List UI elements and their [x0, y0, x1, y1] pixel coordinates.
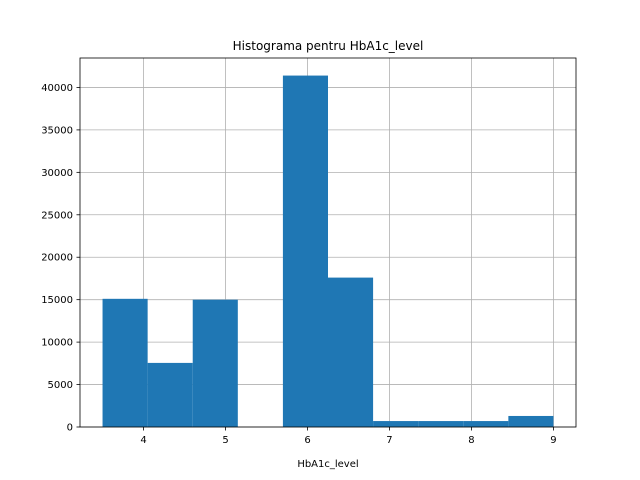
chart-title: Histograma pentru HbA1c_level [233, 39, 424, 53]
x-tick-label: 7 [386, 435, 392, 446]
histogram-bar [463, 421, 509, 427]
x-tick-label: 5 [222, 435, 228, 446]
histogram-bar [418, 421, 464, 427]
axis-ticks: 4 5 6 7 8 9 0 5000 10000 15000 20000 25000 30000 3500… [41, 83, 556, 446]
y-tick-label: 20000 [41, 253, 73, 264]
plot-frame [79, 57, 577, 428]
x-axis-label: HbA1c_level [297, 459, 358, 470]
histogram-bar [102, 298, 148, 427]
histogram-bar [508, 415, 554, 427]
y-tick-label: 35000 [41, 125, 73, 136]
x-tick-label: 4 [140, 435, 146, 446]
y-tick-label: 15000 [41, 295, 73, 306]
y-tick-label: 5000 [48, 380, 73, 391]
y-tick-label: 40000 [41, 83, 73, 94]
histogram-bar [147, 362, 193, 427]
y-tick-label: 30000 [41, 168, 73, 179]
histogram-bar [373, 421, 419, 427]
y-tick-label: 25000 [41, 210, 73, 221]
histogram-bar [282, 75, 328, 428]
x-tick-label: 6 [304, 435, 310, 446]
y-tick-label: 10000 [41, 338, 73, 349]
histogram-bar [192, 299, 238, 427]
histogram-bar [328, 277, 374, 427]
histogram-bars [102, 75, 554, 428]
y-tick-label: 0 [67, 423, 73, 434]
x-tick-label: 8 [468, 435, 474, 446]
x-tick-label: 9 [550, 435, 556, 446]
